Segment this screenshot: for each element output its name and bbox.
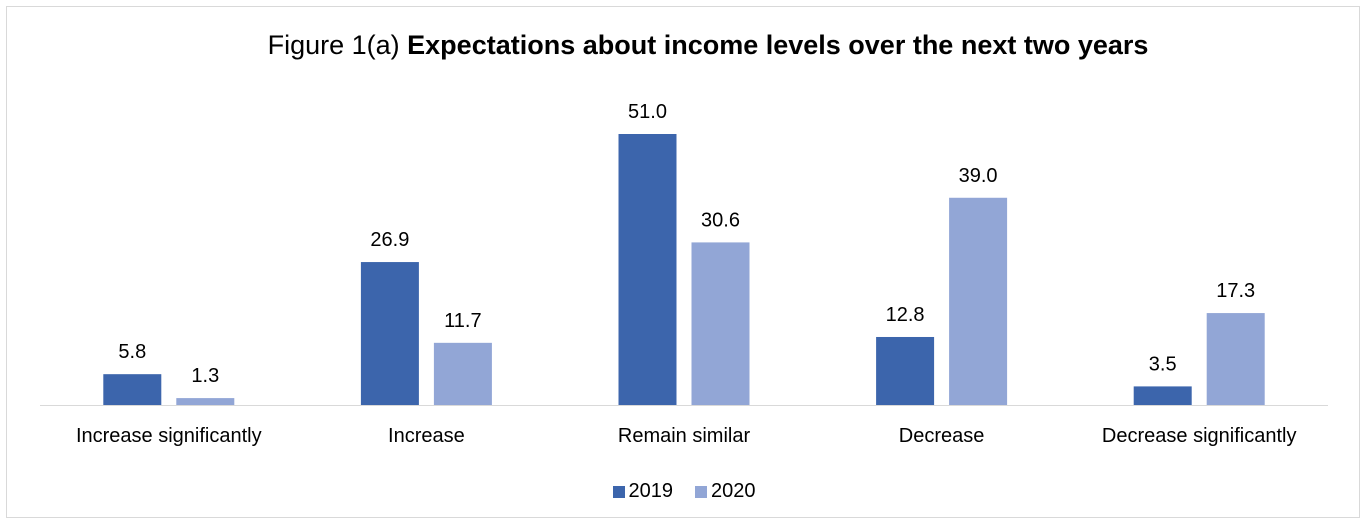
bar-2020-1: [433, 342, 492, 405]
chart-title: Figure 1(a) Expectations about income le…: [0, 30, 1368, 61]
data-label-2020-3: 39.0: [959, 165, 998, 187]
category-label-4: Decrease significantly: [1102, 425, 1297, 447]
bar-2019-1: [360, 262, 419, 405]
category-label-3: Decrease: [899, 425, 985, 447]
legend-item-2020: 2020: [695, 480, 756, 503]
bar-2019-4: [1133, 386, 1192, 405]
bar-2020-4: [1206, 313, 1265, 405]
data-label-2020-4: 17.3: [1216, 280, 1255, 302]
category-label-2: Remain similar: [618, 425, 751, 447]
chart-frame: [6, 6, 1360, 518]
bar-2020-2: [691, 242, 750, 405]
bar-2019-3: [876, 336, 935, 405]
category-label-1: Increase: [388, 425, 465, 447]
chart-title-main: Expectations about income levels over th…: [407, 30, 1149, 60]
legend-item-2019: 2019: [612, 480, 674, 503]
data-label-2020-1: 11.7: [444, 310, 481, 332]
bar-2019-0: [103, 374, 162, 405]
data-label-2020-0: 1.3: [191, 365, 219, 387]
bar-2019-2: [618, 134, 677, 405]
legend-swatch-2020: [695, 485, 707, 498]
bar-2020-0: [176, 398, 235, 405]
legend-swatch-2019: [612, 485, 625, 498]
legend: 2019 2020: [0, 480, 1368, 503]
chart-title-prefix: Figure 1(a): [267, 30, 408, 60]
category-label-0: Increase significantly: [76, 425, 262, 447]
bar-2020-3: [949, 197, 1008, 405]
data-label-2019-1: 26.9: [370, 229, 409, 251]
data-label-2019-0: 5.8: [118, 341, 146, 363]
data-label-2020-2: 30.6: [701, 209, 740, 231]
data-label-2019-3: 12.8: [886, 304, 925, 326]
data-label-2019-4: 3.5: [1149, 353, 1177, 375]
data-label-2019-2: 51.0: [628, 101, 667, 123]
legend-label-2020: 2020: [711, 480, 756, 502]
legend-label-2019: 2019: [628, 480, 674, 502]
